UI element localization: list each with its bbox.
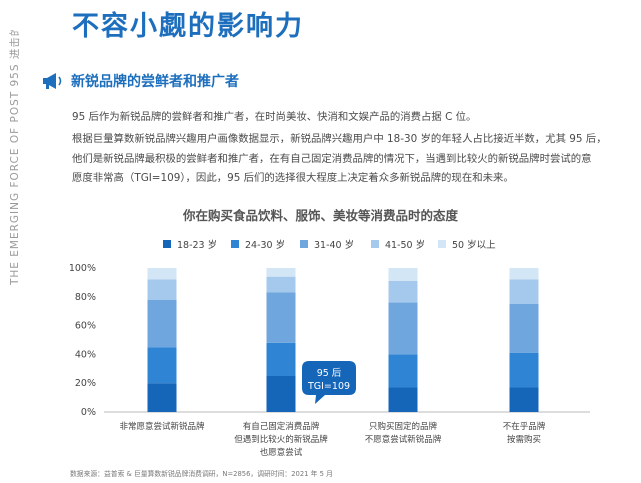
bar-segment [147, 279, 177, 300]
category-label: 也愿意尝试 [260, 447, 303, 458]
legend-label: 50 岁以上 [452, 240, 496, 251]
bar-segment [388, 280, 418, 303]
category-label: 有自己固定消费品牌 [243, 421, 320, 432]
legend-swatch [231, 240, 239, 248]
legend-label: 24-30 岁 [245, 240, 286, 251]
bar-segment [509, 279, 539, 304]
category-label: 不在乎品牌 [503, 421, 546, 432]
legend-item: 50 岁以上 [438, 237, 496, 251]
legend-item: 31-40 岁 [300, 237, 354, 251]
bar-segment [509, 352, 539, 388]
intro-paragraph: 95 后作为新锐品牌的尝鲜者和推广者，在时尚美妆、快消和文娱产品的消费占据 C … [72, 108, 617, 128]
category-label: 只购买固定的品牌 [369, 421, 438, 432]
category-label: 非常愿意尝试新锐品牌 [119, 421, 205, 432]
chart-title: 你在购买食品饮料、服饰、美妆等消费品时的态度 [182, 208, 458, 223]
section-header: 新锐品牌的尝鲜者和推广者 [42, 70, 239, 92]
legend-label: 41-50 岁 [385, 240, 426, 251]
page-title: 不容小觑的影响力 [72, 11, 304, 42]
y-tick-label: 40% [75, 349, 96, 360]
bar-segment [147, 268, 177, 280]
category-label: 不愿意尝试新锐品牌 [365, 434, 442, 445]
paragraph-line: 根据巨量算数新锐品牌兴趣用户画像数据显示，新锐品牌兴趣用户中 18-30 岁的年… [72, 133, 607, 145]
body-paragraph: 根据巨量算数新锐品牌兴趣用户画像数据显示，新锐品牌兴趣用户中 18-30 岁的年… [72, 130, 617, 189]
legend-item: 41-50 岁 [371, 237, 425, 251]
bar-segment [509, 387, 539, 412]
side-text: THE EMERGING FORCE OF POST 95S 进击的新势力 [8, 30, 21, 286]
bar-segment [266, 342, 296, 376]
legend-item: 24-30 岁 [231, 237, 285, 251]
y-tick-label: 100% [69, 263, 96, 274]
paragraph-line: 愿度非常高（TGI=109），因此，95 后们的选择很大程度上决定着众多新锐品牌… [72, 172, 514, 184]
paragraph-line: 他们是新锐品牌最积极的尝鲜者和推广者，在有自己固定消费品牌的情况下，当遇到比较火… [72, 152, 592, 165]
bar-segment [266, 268, 296, 277]
paragraph-line: 95 后作为新锐品牌的尝鲜者和推广者，在时尚美妆、快消和文娱产品的消费占据 C … [72, 111, 477, 123]
legend-swatch [163, 240, 171, 248]
bar-segment [509, 268, 539, 280]
category-label: 按需购买 [507, 434, 541, 445]
side-vertical-text: THE EMERGING FORCE OF POST 95S 进击的新势力 [2, 30, 28, 290]
bar-segment [147, 347, 177, 384]
bar-segment [147, 383, 177, 412]
callout-line1: 95 后 [317, 368, 342, 379]
legend-label: 18-23 岁 [177, 240, 218, 251]
data-source-note: 数据来源：益普索 & 巨量算数新锐品牌消费调研，N=2856，调研时间：2021… [70, 470, 333, 478]
megaphone-icon [43, 73, 62, 89]
y-tick-label: 60% [75, 321, 96, 332]
callout-line2: TGI=109 [307, 381, 350, 392]
bar-segment [509, 304, 539, 353]
bar-segment [266, 276, 296, 293]
legend-item: 18-23 岁 [163, 237, 217, 251]
y-tick-label: 0% [81, 407, 96, 418]
legend-label: 31-40 岁 [314, 240, 355, 251]
bar-segment [266, 292, 296, 343]
bar-segment [388, 302, 418, 355]
legend-swatch [371, 240, 379, 248]
callout-bubble [302, 361, 356, 404]
y-tick-label: 20% [75, 378, 96, 389]
tgi-callout: 95 后 TGI=109 [302, 361, 356, 404]
bar-segment [147, 299, 177, 348]
legend-swatch [300, 240, 308, 248]
category-label: 但遇到比较火的新锐品牌 [234, 434, 328, 445]
legend-swatch [438, 240, 446, 248]
stacked-bar-chart: 0% 20% 40% 60% 80% 100% 非常愿意尝试新锐品牌 有自己固定消费品牌但遇到… [69, 263, 590, 458]
bar-segment [388, 387, 418, 412]
y-tick-label: 80% [75, 292, 96, 303]
bar-segment [266, 376, 296, 412]
bar-segment [388, 354, 418, 388]
bar-segment [388, 268, 418, 281]
section-title: 新锐品牌的尝鲜者和推广者 [71, 74, 239, 90]
